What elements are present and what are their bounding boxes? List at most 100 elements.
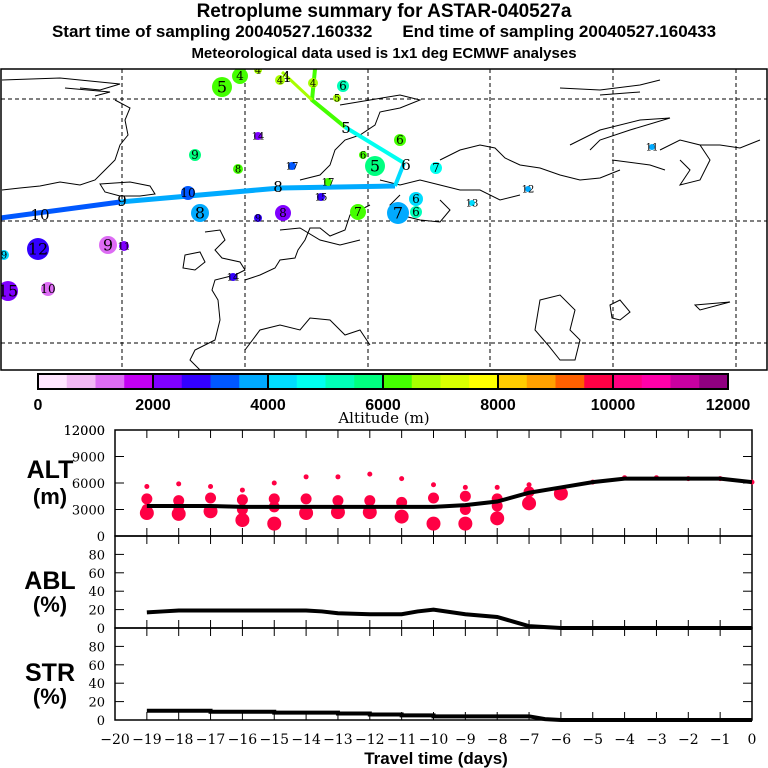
cluster-marker [232,69,248,84]
cluster-label: 6 [412,205,420,219]
cluster-marker [275,75,285,85]
cluster-label: 4 [255,66,261,77]
cluster-label: 4 [236,69,244,83]
cluster-marker [254,69,262,74]
cluster-label: 4 [277,76,283,87]
cluster-label: 9 [191,148,199,162]
trajectory-segment [393,162,406,187]
coastline [379,179,521,201]
coastline [389,194,451,223]
cluster-label: 12 [522,185,535,196]
cluster-label: 12 [28,240,48,259]
cluster-label: 9 [1,251,7,262]
trajectory-day-label: 6 [401,156,411,174]
trajectory-day-label: 5 [341,119,351,137]
cluster-label: 6 [412,192,420,206]
coastline [559,79,661,96]
cluster-label: 11 [646,143,659,154]
cluster-label: 11 [118,242,131,253]
cluster-label: 17 [286,162,299,173]
cluster-label: 5 [217,78,227,97]
coastline [99,181,156,197]
sampling-times: Start time of sampling 20040527.160332 En… [0,22,768,42]
cluster-label: 6 [339,79,347,93]
cluster-marker [288,162,296,170]
cluster-marker [430,162,442,174]
cluster-marker [181,186,195,200]
cluster-marker [119,241,129,251]
coastline [439,144,621,181]
cluster-label: 9 [255,214,261,225]
cluster-marker [350,204,366,220]
coastline [182,251,206,271]
cluster-label: 10 [180,186,195,200]
cluster-label: 7 [432,161,440,175]
cluster-label: 5 [370,157,380,176]
chart-title: Retroplume summary for ASTAR-040527a [196,1,572,22]
met-data-label: Meteorological data used is 1x1 deg ECMW… [191,45,577,62]
cluster-label: 4 [310,79,316,90]
cluster-marker [233,164,243,174]
trajectory-segment [1,199,121,221]
end-time-label: End time of sampling 20040527.160433 [402,22,717,41]
cluster-label: 6 [360,151,366,162]
cluster-label: 8 [235,165,241,176]
cluster-marker [409,192,423,206]
trajectory-day-label: 4 [281,68,291,86]
cluster-marker [394,134,406,146]
cluster-marker [649,144,655,150]
cluster-marker [469,200,475,206]
cluster-marker [333,94,341,102]
coastline [299,94,422,181]
cluster-label: 17 [322,178,335,189]
cluster-marker [275,205,291,221]
cluster-marker [27,238,49,260]
coastline [244,317,371,351]
cluster-marker [359,151,367,159]
coastline [693,301,731,311]
trajectory-day-label: 10 [30,206,49,224]
cluster-marker [254,214,262,222]
cluster-label: 7 [354,205,362,219]
trajectory-day-label: 9 [117,192,127,210]
coastline [1,77,121,97]
coastline [569,117,671,151]
cluster-marker [99,236,117,254]
cluster-marker [410,206,422,218]
trajectory-segment [343,125,406,165]
coastline [700,139,761,149]
cluster-label: 9 [103,236,113,255]
cluster-label: 15 [315,193,328,204]
cluster-label: 7 [393,204,403,223]
coastline [534,294,581,361]
coastline [189,229,246,370]
start-time-label: Start time of sampling 20040527.160332 [51,22,373,41]
cluster-label: 14 [252,132,265,143]
cluster-label: 14 [227,273,240,284]
coastline [1,99,131,191]
cluster-marker [1,250,9,260]
cluster-marker [324,178,332,186]
cluster-label: 6 [396,133,404,147]
cluster-label: 13 [466,199,479,210]
coastline [279,227,361,246]
cluster-marker [229,273,237,281]
cluster-marker [41,282,55,296]
cluster-marker [254,132,262,140]
coastline [611,139,711,186]
cluster-label: 8 [279,206,287,220]
cluster-marker [191,204,209,222]
cluster-marker [337,80,349,92]
cluster-label: 15 [0,282,18,301]
cluster-label: 10 [40,282,55,296]
trajectory-segment [280,70,314,102]
cluster-marker [365,156,385,176]
cluster-marker [525,186,531,192]
trajectory-day-label: 8 [273,178,283,196]
cluster-marker [308,78,318,88]
cluster-marker [212,77,232,97]
cluster-label: 8 [195,204,205,223]
trajectory-segment [119,183,396,205]
coastline [609,299,631,321]
